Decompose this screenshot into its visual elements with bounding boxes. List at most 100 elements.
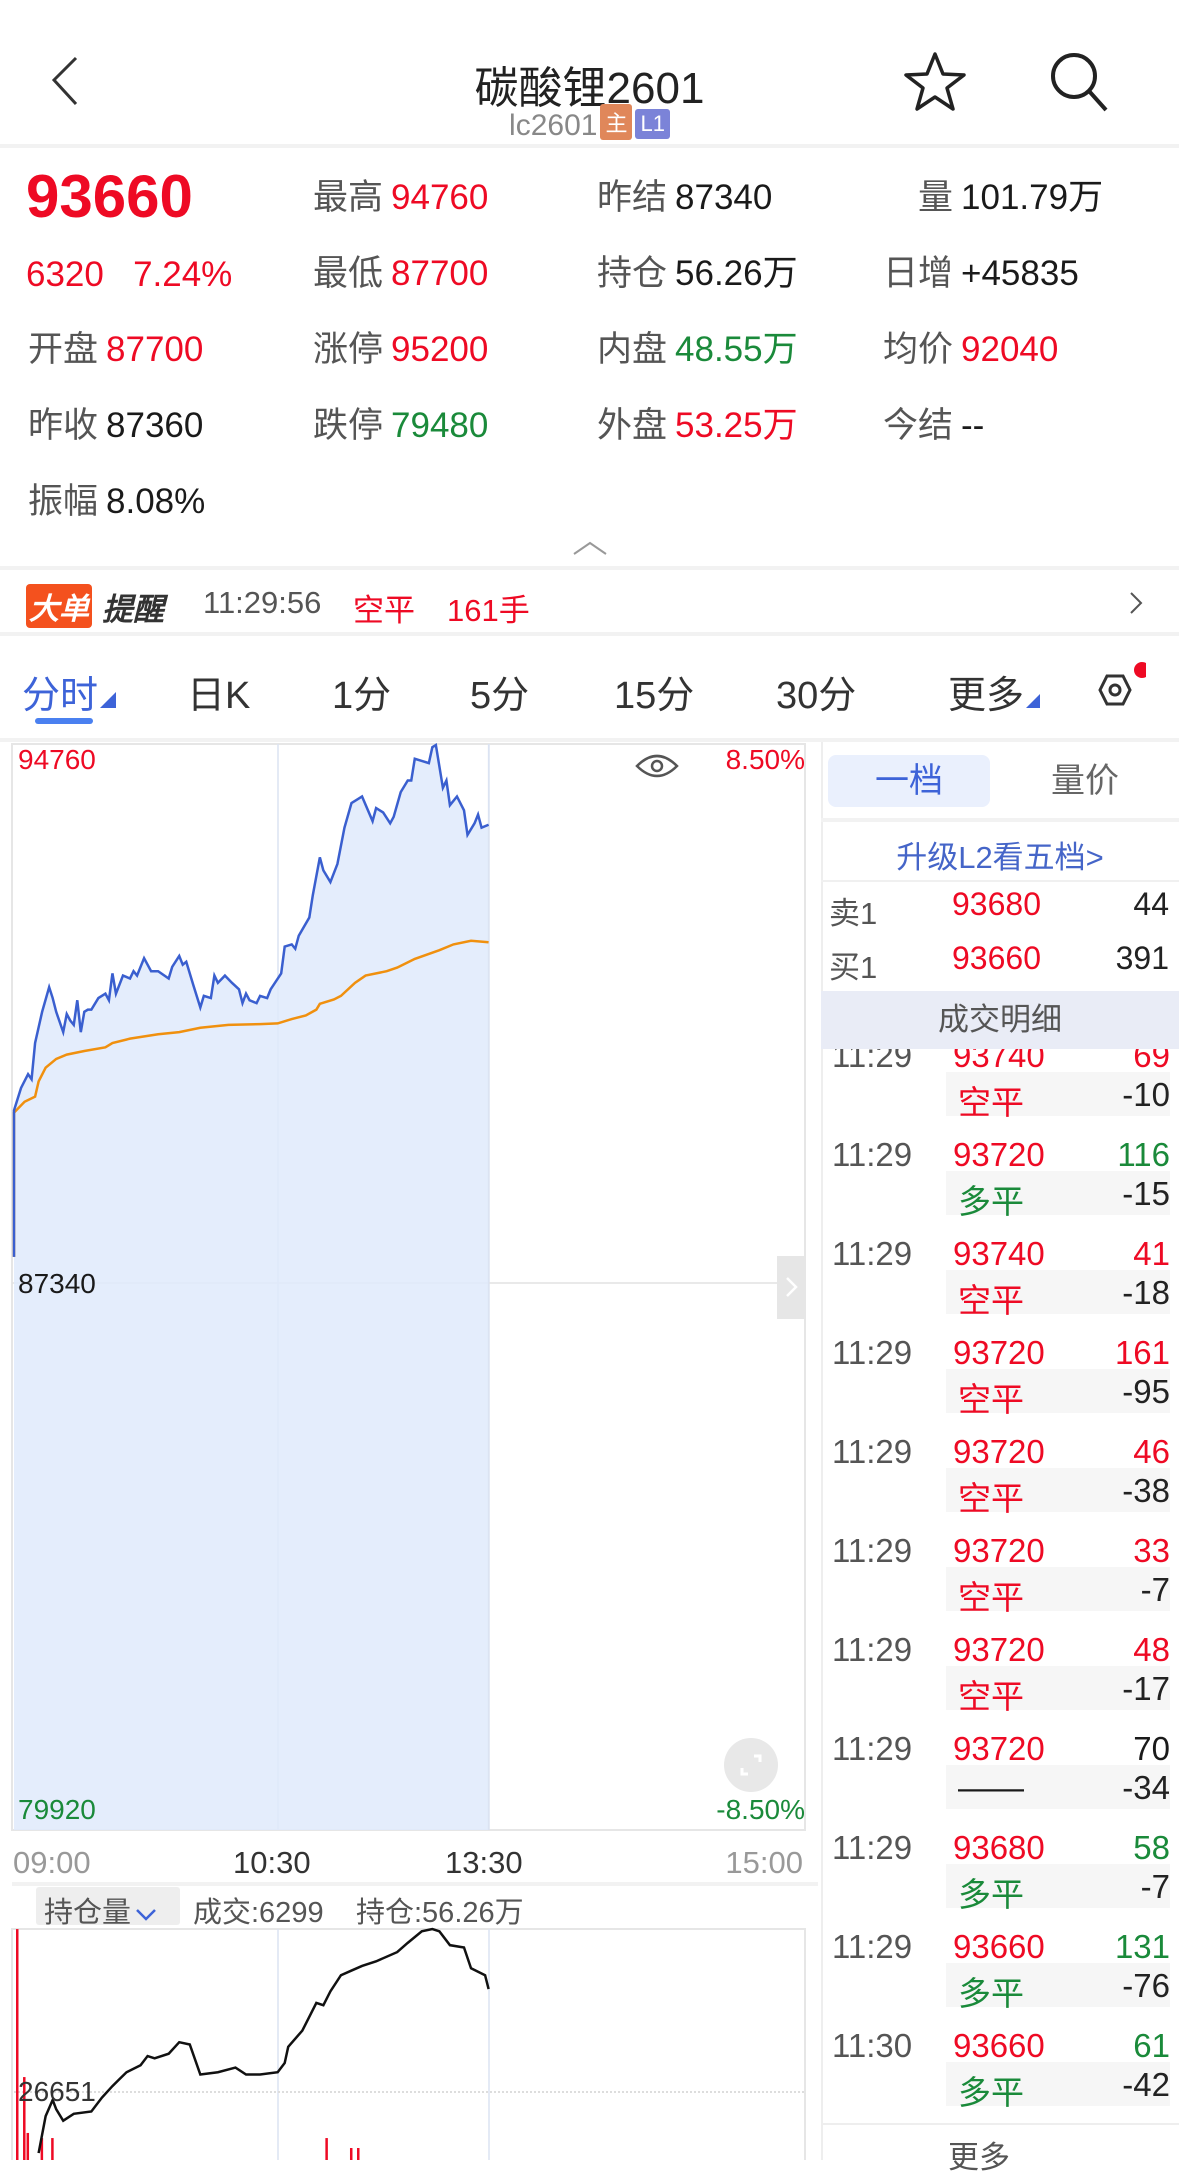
ask-price: 93680 <box>952 886 1041 922</box>
quote-label: 跌停 <box>313 406 384 445</box>
alert-tag: 大单 <box>26 584 92 628</box>
tab-5min[interactable]: 5分 <box>470 675 530 717</box>
trade-volume: 161 <box>1114 1334 1170 1371</box>
trade-price: 93660 <box>953 2027 1045 2064</box>
selector-label: 持仓量 <box>44 1897 132 1929</box>
quote-value: 79480 <box>391 406 489 445</box>
trade-detail: 空平 -18 <box>946 1270 1170 1319</box>
trade-type: —— <box>958 1769 1024 1806</box>
indicator-selector[interactable]: 持仓量 <box>36 1887 180 1929</box>
quote-item: 跌停 79480 <box>313 406 488 446</box>
oi-change: -7 <box>1140 1868 1170 1905</box>
big-order-alert[interactable]: 大单 提醒 11:29:56 空平 161手 <box>0 570 1179 634</box>
trade-row: 11:29 93680 58 多平 -7 <box>821 1829 1179 1946</box>
trade-row: 11:29 93720 48 空平 -17 <box>821 1631 1179 1748</box>
tab-15min[interactable]: 15分 <box>614 675 695 717</box>
quote-item: 内盘 48.55万 <box>597 330 798 370</box>
quote-item: 涨停 95200 <box>313 330 488 370</box>
expand-panel-button[interactable] <box>777 1256 805 1319</box>
quote-item: 最高 94760 <box>313 178 488 218</box>
tab-30min[interactable]: 30分 <box>776 675 857 717</box>
alert-time: 11:29:56 <box>203 585 322 620</box>
main-contract-badge: 主 <box>600 104 633 140</box>
contract-code: lc2601 主 L1 <box>0 104 1179 143</box>
open-interest-chart[interactable] <box>0 1925 820 2160</box>
divider <box>821 880 1179 882</box>
divider <box>0 632 1179 636</box>
more-trades-button[interactable]: 更多 <box>948 2140 1010 2175</box>
open-interest-line <box>37 1927 490 2154</box>
trade-type: 多平 <box>958 1975 1024 2012</box>
trade-detail: —— -34 <box>946 1765 1170 1809</box>
quote-value: 8.08% <box>106 482 206 521</box>
collapse-button[interactable] <box>572 540 608 561</box>
quote-item: 持仓 56.26万 <box>597 254 798 294</box>
chevron-up-icon <box>573 541 607 555</box>
chevron-right-icon <box>786 1277 798 1297</box>
search-icon <box>1051 53 1108 112</box>
fullscreen-button[interactable] <box>724 1738 778 1792</box>
trade-volume: 70 <box>1133 1730 1170 1767</box>
oi-change: -95 <box>1122 1373 1170 1410</box>
quote-item: 最低 87700 <box>313 254 488 294</box>
volume-bar <box>325 2138 328 2160</box>
toggle-visibility-button[interactable] <box>634 750 680 787</box>
tab-level1[interactable]: 一档 <box>828 755 990 807</box>
trade-volume: 41 <box>1133 1235 1170 1272</box>
tab-more[interactable]: 更多 <box>948 664 1041 719</box>
volume-bar <box>51 2138 54 2160</box>
quote-label: 内盘 <box>597 330 668 369</box>
trade-volume: 33 <box>1133 1532 1170 1569</box>
bid-volume: 391 <box>1115 940 1169 976</box>
oi-change: -18 <box>1122 1274 1170 1311</box>
trade-volume: 58 <box>1133 1829 1170 1866</box>
trade-detail: 空平 -95 <box>946 1369 1170 1418</box>
trade-type: 空平 <box>958 1282 1024 1319</box>
divider <box>0 566 1179 570</box>
trade-time: 11:29 <box>832 1829 913 1866</box>
trade-price: 93720 <box>953 1631 1045 1668</box>
trade-time: 11:29 <box>832 1433 913 1470</box>
quote-label: 涨停 <box>313 330 384 369</box>
quote-value: 101.79万 <box>961 178 1104 217</box>
quote-value: 95200 <box>391 330 489 369</box>
trade-price: 93720 <box>953 1730 1045 1767</box>
trade-row: 11:29 93660 131 多平 -76 <box>821 1928 1179 2045</box>
quote-item: 开盘 87700 <box>28 330 203 370</box>
y-label-bottom: 79920 <box>18 1794 96 1825</box>
tab-daily-k[interactable]: 日K <box>187 675 251 717</box>
tab-intraday[interactable]: 分时 <box>22 664 117 719</box>
avg-price-line <box>12 939 489 1257</box>
trade-detail: 空平 -38 <box>946 1468 1170 1517</box>
trade-type: 多平 <box>958 2074 1024 2111</box>
notification-dot <box>1134 662 1150 678</box>
alert-type: 空平 <box>353 593 415 628</box>
search-button[interactable] <box>1046 48 1112 119</box>
divider <box>0 144 1179 148</box>
quote-value: 87340 <box>675 178 773 217</box>
favorite-button[interactable] <box>902 50 968 119</box>
oi-change: -7 <box>1140 1571 1170 1608</box>
code-text: lc2601 <box>509 109 598 142</box>
tab-1min[interactable]: 1分 <box>332 675 392 717</box>
oi-change: -10 <box>1122 1076 1170 1113</box>
trade-type: 空平 <box>958 1579 1024 1616</box>
chart-settings-button[interactable] <box>1086 662 1150 723</box>
oi-change: -17 <box>1122 1670 1170 1707</box>
bid-label: 买1 <box>829 950 878 985</box>
trade-volume: 116 <box>1117 1136 1170 1173</box>
quote-value: 56.26万 <box>675 254 798 293</box>
change-percent: 7.24% <box>133 255 233 294</box>
trade-type: 多平 <box>958 1183 1024 1220</box>
trade-list[interactable]: 11:29 93740 69 空平 -10 11:29 93720 116 多平 -15 11:29… <box>0 1049 1179 2125</box>
oi-change: -34 <box>1122 1769 1170 1806</box>
back-button[interactable] <box>40 50 90 110</box>
x-tick: 15:00 <box>725 1845 803 1880</box>
upgrade-l2-link[interactable]: 升级L2看五档> <box>896 840 1104 875</box>
trade-time: 11:29 <box>832 1334 913 1371</box>
quote-label: 外盘 <box>597 406 668 445</box>
volume-readout: 成交:6299 <box>193 1897 324 1929</box>
intraday-chart[interactable] <box>0 740 820 1840</box>
tab-volume-price[interactable]: 量价 <box>1051 762 1119 800</box>
trade-volume: 131 <box>1114 1928 1170 1965</box>
